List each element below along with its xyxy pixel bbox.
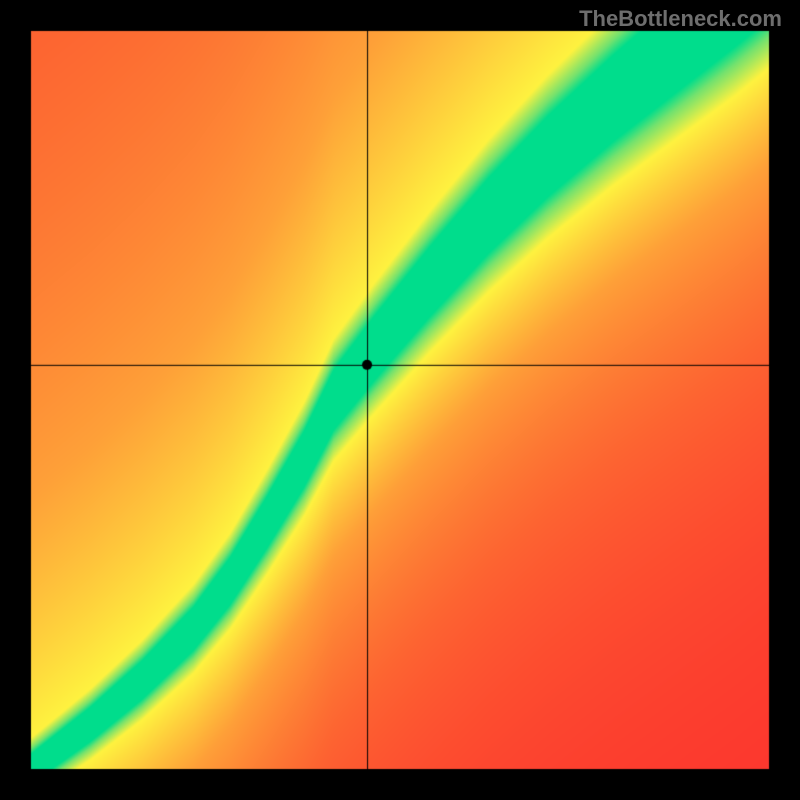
bottleneck-heatmap — [0, 0, 800, 800]
watermark-text: TheBottleneck.com — [579, 6, 782, 32]
